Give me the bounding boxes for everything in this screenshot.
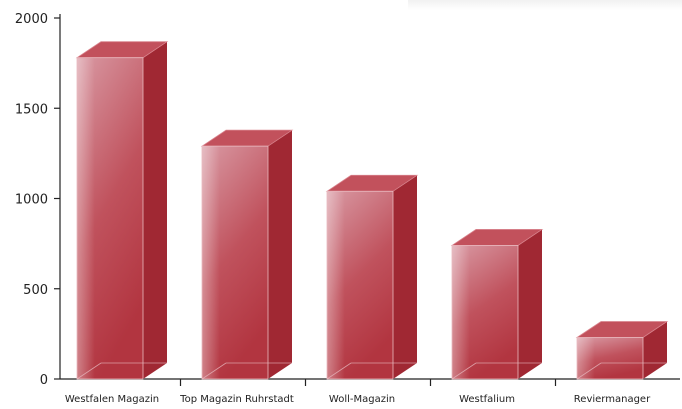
bar-sheen: [327, 191, 357, 379]
y-tick-label: 500: [23, 283, 48, 298]
bar: [450, 229, 544, 380]
bar: [575, 321, 669, 380]
y-tick-label: 1000: [15, 193, 48, 208]
bar-inner-edge: [76, 362, 102, 380]
bar-outline: [326, 190, 394, 380]
bar-side: [643, 321, 667, 379]
bar-outline: [76, 57, 144, 380]
bar-side: [393, 175, 417, 379]
bar-inner-edge: [576, 362, 602, 380]
background-glare: [408, 0, 682, 10]
bar-sheen: [452, 245, 482, 379]
bar: [200, 129, 294, 380]
bar-outline: [201, 145, 269, 380]
category-label: Reviermanager: [574, 394, 651, 405]
bar-outline: [576, 337, 644, 380]
bar-side: [143, 41, 167, 380]
category-label: Westfalium: [459, 394, 515, 405]
bar-sheen: [77, 57, 107, 380]
category-label: Top Magazin Ruhrstadt: [179, 394, 294, 405]
bar-side: [268, 130, 292, 379]
bar: [325, 174, 419, 380]
y-tick-label: 2000: [15, 12, 48, 27]
bar-inner-edge: [201, 362, 227, 380]
y-tick-label: 0: [40, 373, 48, 388]
bar-sheen: [202, 146, 232, 379]
bar-sheen: [577, 337, 607, 379]
category-label: Westfalen Magazin: [65, 394, 159, 405]
bar-inner-edge: [451, 362, 477, 380]
bar: [75, 41, 169, 380]
bar-side: [518, 229, 542, 379]
category-label: Woll-Magazin: [329, 394, 395, 405]
bar-inner-edge: [326, 362, 352, 380]
bar-outline: [451, 245, 519, 380]
y-tick-label: 1500: [15, 102, 48, 117]
